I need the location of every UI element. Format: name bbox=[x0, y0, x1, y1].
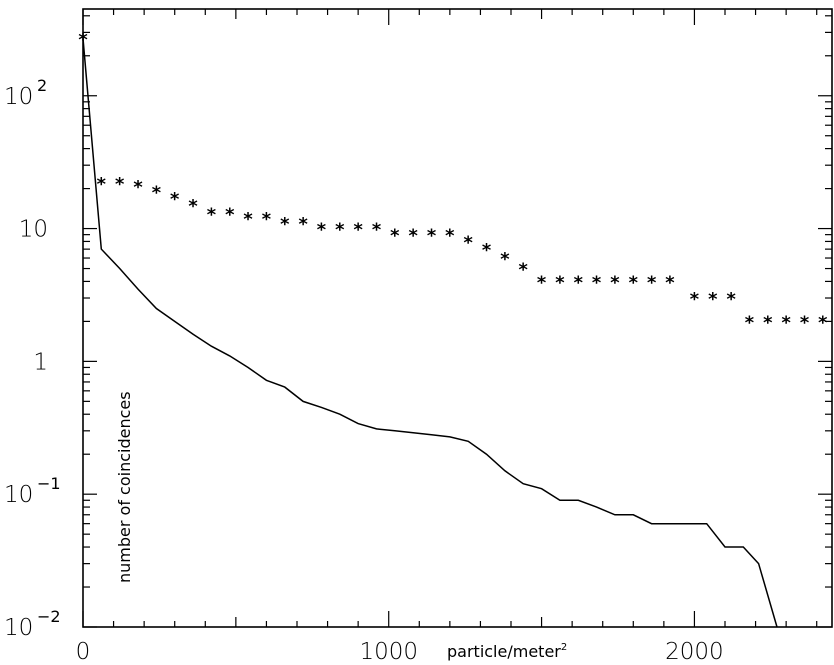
data-point-marker: * bbox=[444, 226, 455, 247]
data-point-marker: * bbox=[646, 272, 657, 293]
y-tick-text: 1 bbox=[33, 349, 48, 375]
data-point-marker: * bbox=[96, 174, 107, 195]
y-tick-exponent: −1 bbox=[37, 474, 61, 493]
data-point-marker: * bbox=[554, 272, 565, 293]
data-point-marker: * bbox=[169, 189, 180, 210]
data-point-marker: * bbox=[610, 272, 621, 293]
data-point-marker: * bbox=[426, 226, 437, 247]
x-axis-label: particle/meter2 bbox=[447, 642, 567, 661]
y-tick-base: 10 bbox=[4, 615, 33, 641]
plot-frame bbox=[82, 8, 833, 628]
data-point-marker: * bbox=[573, 272, 584, 293]
x-tick-labels: 0 1000 2000 bbox=[76, 639, 724, 665]
data-point-marker: * bbox=[243, 209, 254, 230]
data-point-marker: * bbox=[298, 214, 309, 235]
data-point-marker: * bbox=[707, 289, 718, 310]
data-point-marker: * bbox=[481, 240, 492, 261]
x-tick-label: 1000 bbox=[359, 639, 418, 665]
data-point-marker: * bbox=[133, 177, 144, 198]
data-point-marker: * bbox=[726, 289, 737, 310]
data-point-marker: * bbox=[689, 289, 700, 310]
data-point-marker: * bbox=[628, 272, 639, 293]
y-tick-label: 10 2 bbox=[4, 76, 47, 110]
y-tick-label: 1 bbox=[33, 349, 48, 375]
data-point-marker: * bbox=[536, 272, 547, 293]
y-tick-label: 10 −2 bbox=[4, 607, 61, 641]
axis-ticks bbox=[82, 9, 832, 628]
data-point-marker: * bbox=[665, 272, 676, 293]
data-point-marker: * bbox=[463, 232, 474, 253]
y-axis-label: number of coincidences bbox=[115, 391, 134, 583]
series-markers: * * * * * * * * * * * * * * * * * * * * * * * * * * * * * * * * * * * * * * * *… bbox=[78, 29, 829, 333]
data-point-marker: * bbox=[334, 220, 345, 241]
data-point-marker: * bbox=[499, 249, 510, 270]
y-tick-exponent: 2 bbox=[37, 76, 47, 95]
y-tick-base: 10 bbox=[4, 482, 33, 508]
data-point-marker: * bbox=[518, 260, 529, 281]
data-point-marker: * bbox=[371, 220, 382, 241]
data-point-marker: * bbox=[389, 226, 400, 247]
data-point-marker: * bbox=[78, 29, 89, 50]
series-line bbox=[82, 38, 778, 628]
data-point-marker: * bbox=[224, 204, 235, 225]
data-point-marker: * bbox=[591, 272, 602, 293]
y-tick-base: 10 bbox=[4, 84, 33, 110]
y-tick-exponent: −2 bbox=[37, 607, 61, 626]
data-point-marker: * bbox=[151, 183, 162, 204]
data-point-marker: * bbox=[762, 312, 773, 333]
x-tick-label: 0 bbox=[76, 639, 91, 665]
x-axis-label-sup: 2 bbox=[561, 642, 567, 653]
y-tick-label: 10 −1 bbox=[4, 474, 61, 508]
data-point-marker: * bbox=[799, 312, 810, 333]
data-point-marker: * bbox=[114, 174, 125, 195]
data-point-marker: * bbox=[279, 214, 290, 235]
x-tick-label: 2000 bbox=[665, 639, 724, 665]
data-point-marker: * bbox=[408, 226, 419, 247]
data-point-marker: * bbox=[353, 220, 364, 241]
data-point-marker: * bbox=[316, 220, 327, 241]
y-tick-label: 10 bbox=[19, 217, 48, 243]
data-point-marker: * bbox=[206, 204, 217, 225]
data-point-marker: * bbox=[781, 312, 792, 333]
data-point-marker: * bbox=[261, 209, 272, 230]
data-point-marker: * bbox=[744, 312, 755, 333]
data-point-marker: * bbox=[188, 196, 199, 217]
x-axis-label-text: particle/meter bbox=[447, 642, 561, 661]
data-point-marker: * bbox=[817, 312, 828, 333]
y-tick-text: 10 bbox=[19, 217, 48, 243]
